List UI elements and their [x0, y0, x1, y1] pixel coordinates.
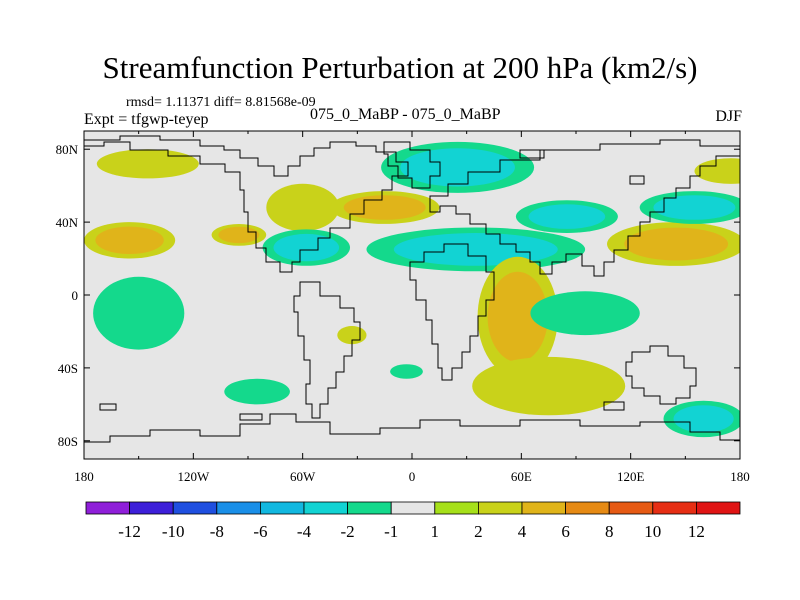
- colorbar-label-10: 6: [561, 522, 570, 541]
- coastline-africa: [409, 243, 495, 381]
- colorbar-box-9: [477, 501, 523, 515]
- coastline-south-america: [293, 281, 361, 419]
- colorbar-box-13: [652, 501, 697, 515]
- colorbar-label-1: -10: [162, 522, 185, 541]
- experiment-label: Expt = tfgwp-teyep: [84, 111, 209, 128]
- colorbar-box-12: [608, 501, 654, 515]
- rmsd-diff-stats: rmsd= 1.11371 diff= 8.81568e-09: [126, 95, 316, 110]
- colorbar-label-3: -6: [253, 522, 267, 541]
- colorbar-label-4: -4: [297, 522, 312, 541]
- x-tick-label-4: 60E: [511, 469, 532, 484]
- colorbar-box-4: [259, 501, 305, 515]
- colorbar-box-5: [303, 501, 348, 515]
- colorbar-label-9: 4: [518, 522, 527, 541]
- anomaly-3-level-0: [266, 183, 340, 232]
- colorbar-label-12: 10: [644, 522, 661, 541]
- colorbar-label-0: -12: [118, 522, 141, 541]
- coastline-north-america: [84, 135, 409, 273]
- coastline-antarctica: [84, 413, 740, 443]
- colorbar-label-8: 2: [474, 522, 483, 541]
- anomaly-12-level-1: [487, 271, 548, 362]
- anomaly-7-level-1: [393, 233, 558, 266]
- colorbar-box-10: [521, 501, 566, 515]
- y-axis: 80N 40N 0 40S 80S: [56, 142, 740, 449]
- anomaly-5-level-1: [273, 233, 340, 262]
- anomaly-0-level-1: [95, 226, 164, 254]
- anomaly-2-level-1: [218, 226, 260, 244]
- colorbar-label-5: -2: [341, 522, 355, 541]
- coastline-islands: [99, 149, 645, 421]
- anomaly-14-level-1: [528, 204, 606, 229]
- anomaly-18-level-0: [694, 158, 740, 184]
- x-tick-label-5: 120E: [617, 469, 645, 484]
- colorbar-box-2: [172, 501, 218, 515]
- colorbar-label-7: 1: [431, 522, 440, 541]
- anomaly-9-level-0: [224, 378, 290, 405]
- anomaly-layer: [84, 141, 740, 438]
- anomaly-4-level-1: [343, 195, 426, 220]
- coastline-layer: [84, 135, 740, 443]
- colorbar-box-0: [85, 501, 130, 515]
- anomaly-17-level-1: [653, 195, 736, 220]
- x-axis: 180 120W 60W 0 60E 120E 180: [74, 131, 750, 484]
- coastline-eurasia: [429, 139, 740, 277]
- y-tick-label-2: 0: [72, 288, 79, 303]
- colorbar-box-11: [565, 501, 610, 515]
- season-label: DJF: [715, 108, 742, 125]
- anomaly-8-level-0: [93, 276, 185, 350]
- coastline-greenland: [383, 141, 441, 189]
- y-tick-label-0: 80N: [56, 142, 79, 157]
- colorbar-box-14: [696, 501, 741, 515]
- anomaly-15-level-0: [530, 291, 640, 336]
- case-label: 075_0_MaBP - 075_0_MaBP: [310, 106, 501, 123]
- colorbar-box-3: [216, 501, 261, 515]
- x-tick-label-2: 60W: [290, 469, 316, 484]
- coastline-australia: [625, 345, 697, 405]
- x-tick-label-6: 180: [730, 469, 750, 484]
- colorbar-label-6: -1: [384, 522, 398, 541]
- colorbar-label-13: 12: [688, 522, 705, 541]
- y-tick-label-3: 40S: [58, 361, 78, 376]
- x-tick-label-0: 180: [74, 469, 94, 484]
- anomaly-16-level-1: [624, 227, 729, 261]
- colorbar-box-7: [390, 501, 436, 515]
- anomaly-19-level-1: [673, 405, 734, 433]
- y-tick-label-1: 40N: [56, 215, 79, 230]
- anomaly-6-level-1: [400, 148, 515, 187]
- colorbar-box-8: [434, 501, 479, 515]
- x-tick-label-1: 120W: [177, 469, 210, 484]
- anomaly-11-level-0: [390, 364, 423, 379]
- anomaly-1-level-0: [96, 149, 199, 179]
- colorbar-label-11: 8: [605, 522, 614, 541]
- y-tick-label-4: 80S: [58, 434, 78, 449]
- colorbar-box-1: [129, 501, 174, 515]
- colorbar: -12 -10 -8 -6 -4 -2 -1 1 2 4 6 8 10 12: [85, 501, 741, 541]
- colorbar-label-2: -8: [210, 522, 224, 541]
- x-tick-label-3: 0: [409, 469, 416, 484]
- chart-title: Streamfunction Perturbation at 200 hPa (…: [102, 50, 698, 85]
- colorbar-box-6: [347, 501, 392, 515]
- anomaly-13-level-0: [472, 356, 626, 416]
